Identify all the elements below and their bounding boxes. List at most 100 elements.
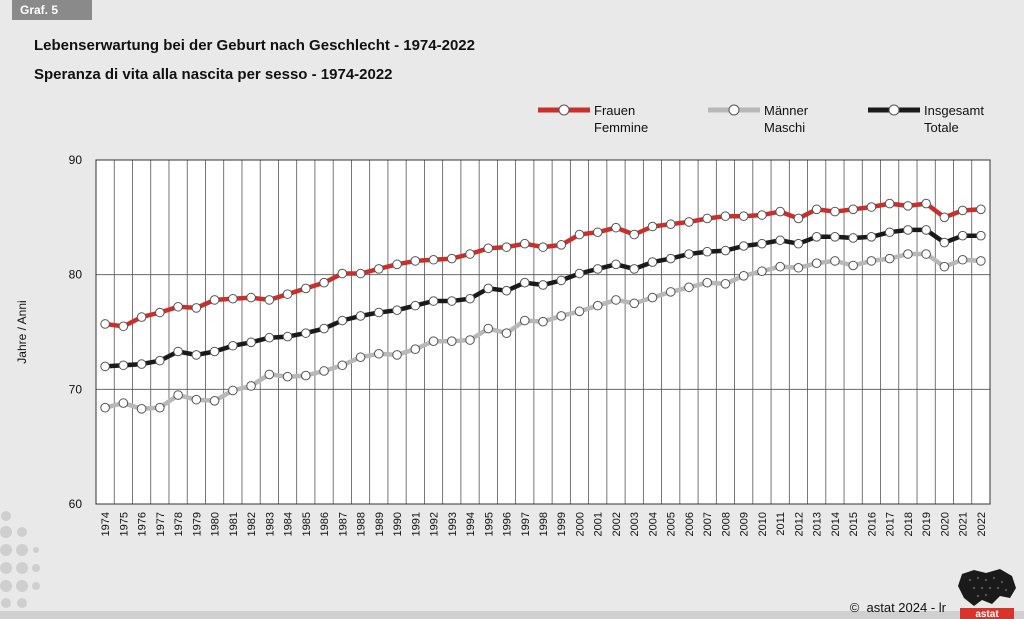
legend-label-maenner: Männer Maschi: [764, 103, 809, 135]
data-point: [957, 230, 968, 241]
astat-logo: astat: [958, 569, 1016, 619]
data-point: [483, 323, 494, 334]
data-point: [173, 346, 183, 357]
x-tick-label: 1991: [410, 512, 422, 536]
x-tick-label: 2006: [684, 512, 696, 536]
x-tick-label: 1975: [118, 512, 130, 536]
x-tick-label: 1990: [392, 512, 404, 536]
x-tick-label: 2021: [958, 512, 970, 536]
data-point: [118, 321, 129, 332]
data-point: [136, 312, 147, 322]
x-tick-label: 1996: [502, 512, 514, 536]
data-point: [373, 307, 384, 318]
data-point: [684, 249, 694, 259]
data-point: [118, 360, 129, 371]
x-tick-label: 1978: [173, 512, 185, 536]
data-point: [848, 233, 858, 243]
x-tick-label: 2017: [885, 512, 897, 536]
data-point: [720, 279, 731, 289]
line-chart: 60 70 80 90 1974 1975 1976 1977 1978 1979 1980 1981…: [69, 153, 991, 536]
data-point: [629, 298, 640, 309]
data-point: [939, 237, 950, 248]
data-point: [337, 315, 348, 326]
x-tick-label: 2000: [574, 512, 586, 536]
data-point: [337, 360, 348, 371]
data-point: [757, 238, 767, 249]
x-tick-label: 2009: [739, 512, 751, 536]
data-point: [446, 296, 457, 306]
data-point: [921, 249, 931, 259]
data-point: [246, 337, 256, 348]
data-point: [866, 232, 877, 242]
data-point: [574, 306, 585, 317]
x-tick-label: 1999: [556, 512, 568, 536]
data-point: [428, 254, 439, 265]
data-point: [100, 319, 110, 329]
data-point: [301, 283, 311, 294]
data-point: [757, 210, 767, 220]
footer-bar: [0, 611, 1024, 619]
data-point: [811, 232, 822, 242]
x-tick-label: 1983: [264, 512, 276, 536]
x-tick-label: 1982: [246, 512, 258, 536]
data-point: [556, 240, 567, 250]
data-point: [665, 219, 676, 230]
data-point: [738, 211, 749, 221]
data-point: [282, 371, 293, 382]
y-tick-label: 70: [69, 382, 83, 396]
data-point: [793, 213, 804, 224]
data-point: [228, 385, 238, 396]
data-point: [118, 398, 129, 408]
data-point: [337, 268, 348, 279]
data-point: [866, 256, 877, 266]
data-point: [903, 249, 913, 259]
x-tick-label: 1994: [465, 512, 477, 536]
data-point: [100, 361, 110, 372]
x-tick-label: 2012: [793, 512, 805, 536]
data-point: [884, 227, 895, 238]
data-point: [903, 201, 913, 211]
data-point: [501, 285, 512, 296]
data-point: [848, 204, 858, 215]
data-point: [191, 394, 202, 405]
data-point: [319, 323, 329, 334]
x-tick-label: 2014: [830, 512, 842, 536]
data-point: [301, 328, 311, 338]
x-tick-label: 1988: [356, 512, 368, 536]
data-point: [702, 277, 713, 288]
data-point: [556, 311, 567, 321]
data-point: [775, 261, 785, 272]
svg-text:astat: astat: [975, 609, 999, 619]
data-point: [574, 268, 585, 279]
data-point: [410, 300, 421, 311]
data-point: [392, 350, 402, 360]
data-point: [957, 205, 968, 216]
data-point: [392, 305, 402, 316]
data-point: [209, 396, 220, 406]
data-point: [939, 261, 950, 272]
data-point: [775, 235, 785, 246]
data-point: [100, 402, 110, 413]
data-point: [538, 242, 548, 252]
x-tick-label: 1992: [429, 512, 441, 536]
data-point: [355, 352, 366, 363]
data-point: [264, 332, 275, 343]
y-tick-label: 90: [69, 153, 83, 167]
x-tick-label: 2018: [903, 512, 915, 536]
x-tick-label: 2005: [666, 512, 678, 536]
x-tick-label: 2019: [921, 512, 933, 536]
legend-swatch-insgesamt: [868, 104, 920, 116]
data-point: [246, 292, 256, 303]
x-tick-label: 2022: [976, 512, 988, 536]
y-tick-label: 80: [69, 268, 83, 282]
data-point: [264, 295, 275, 305]
data-point: [428, 296, 439, 306]
data-point: [282, 289, 293, 299]
legend-swatch-maenner: [708, 104, 760, 116]
plot-border: [95, 159, 991, 505]
data-point: [519, 238, 530, 249]
data-point: [647, 221, 658, 232]
data-point: [228, 293, 238, 304]
data-point: [921, 225, 931, 235]
x-tick-label: 2015: [848, 512, 860, 536]
